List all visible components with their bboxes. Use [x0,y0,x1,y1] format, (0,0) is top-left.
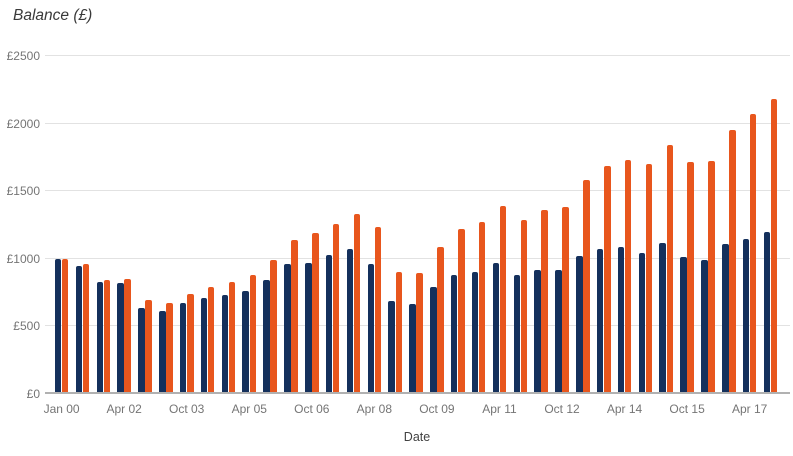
bar-navy[interactable] [534,270,541,394]
bar-orange[interactable] [708,161,715,394]
bar-navy[interactable] [701,260,708,394]
bar-navy[interactable] [492,262,500,394]
bar-orange[interactable] [228,281,236,394]
bar-orange[interactable] [332,223,340,394]
bar-orange[interactable] [458,229,465,394]
bar-orange[interactable] [478,221,486,394]
bar-orange[interactable] [353,213,361,394]
bar-navy[interactable] [617,247,625,394]
bar-navy[interactable] [305,262,312,394]
bar-orange[interactable] [312,233,319,394]
bar-navy[interactable] [680,256,687,394]
bar-navy[interactable] [179,302,187,394]
bar-navy[interactable] [242,291,249,394]
bar-orange[interactable] [61,258,69,394]
bar-navy[interactable] [138,308,145,394]
y-axis-tick-label: £1000 [6,251,40,266]
bar-navy[interactable] [596,249,604,394]
y-gridline [45,257,790,259]
y-axis-tick-label: £500 [13,319,40,334]
bar-orange[interactable] [145,300,152,394]
bar-orange[interactable] [395,271,402,394]
bar-orange[interactable] [166,303,173,394]
bar-navy[interactable] [763,232,771,394]
bar-orange[interactable] [729,129,736,394]
bar-orange[interactable] [374,227,382,394]
x-axis-tick-label: Apr 14 [606,402,643,416]
plot-area [45,55,790,394]
bar-orange[interactable] [604,166,611,394]
x-axis-tick-label: Apr 02 [106,402,142,416]
bar-navy[interactable] [638,253,646,394]
y-axis-tick-label: £2500 [6,49,40,63]
bar-orange[interactable] [416,273,423,394]
bar-navy[interactable] [576,256,583,394]
x-axis-tick-label: Apr 11 [482,402,517,416]
y-gridline [45,190,790,192]
bar-navy[interactable] [430,286,437,394]
bar-navy[interactable] [284,264,291,394]
bar-orange[interactable] [82,264,90,394]
bar-navy[interactable] [221,295,229,394]
x-axis-tick-label: Oct 03 [169,402,205,416]
bar-navy[interactable] [96,281,103,394]
bar-navy[interactable] [346,249,354,394]
x-axis-baseline [45,392,790,394]
x-axis-tick-label: Apr 17 [731,402,768,416]
bar-orange[interactable] [124,279,131,394]
y-gridline [45,55,790,56]
bar-navy[interactable] [325,255,333,394]
bar-navy[interactable] [742,239,750,394]
y-axis-tick-label: £0 [26,387,40,401]
bar-navy[interactable] [722,243,729,394]
y-axis-tick-label: £2000 [6,116,40,131]
bar-orange[interactable] [645,164,653,394]
bar-orange[interactable] [541,210,548,394]
bar-navy[interactable] [659,243,666,394]
x-axis-title: Date [403,430,431,444]
bar-navy[interactable] [200,298,208,394]
bar-navy[interactable] [75,265,83,394]
bar-navy[interactable] [555,269,562,394]
bar-orange[interactable] [437,247,444,394]
bar-orange[interactable] [249,275,257,394]
x-axis-tick-label: Oct 12 [544,402,580,416]
bar-orange[interactable] [291,239,298,394]
bar-orange[interactable] [520,219,528,394]
bar-orange[interactable] [187,293,194,394]
bar-orange[interactable] [666,144,674,394]
bar-orange[interactable] [749,114,757,394]
bar-navy[interactable] [159,310,166,394]
bar-orange[interactable] [770,98,778,394]
bar-orange[interactable] [207,287,215,394]
bar-navy[interactable] [450,275,458,394]
x-axis-tick-label: Oct 06 [294,402,330,416]
bar-navy[interactable] [117,283,124,394]
bar-orange[interactable] [624,160,632,394]
bar-navy[interactable] [54,259,62,394]
bar-navy[interactable] [471,271,479,394]
bar-orange[interactable] [562,206,569,394]
bar-navy[interactable] [263,279,270,394]
x-axis-tick-label: Apr 08 [356,402,393,416]
x-axis-tick-label: Apr 05 [231,402,267,416]
y-axis-tick-label: £1500 [6,184,40,199]
bar-navy[interactable] [367,263,375,394]
bar-orange[interactable] [103,279,111,394]
bar-orange[interactable] [583,179,590,394]
y-gridline [45,122,790,124]
bar-orange[interactable] [270,260,277,394]
bar-navy[interactable] [388,300,395,394]
x-axis-tick-label: Jan 00 [43,402,80,416]
x-axis-tick-label: Oct 15 [669,402,705,416]
x-axis-tick-label: Oct 09 [419,402,455,416]
bar-orange[interactable] [499,206,507,394]
bar-navy[interactable] [513,275,520,394]
bar-navy[interactable] [409,304,416,394]
chart-title: Balance (£) [13,7,93,24]
bar-orange[interactable] [687,162,694,394]
